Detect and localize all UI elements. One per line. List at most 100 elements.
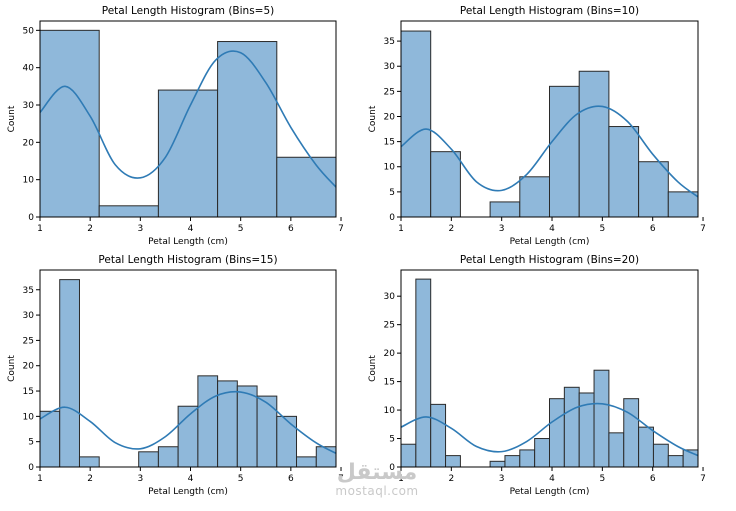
axes-frame <box>400 269 699 468</box>
watermark-latin: mostaql.com <box>335 484 419 498</box>
x-axis-label: Petal Length (cm) <box>148 487 228 497</box>
histogram-bar <box>578 70 610 218</box>
y-tick-label: 30 <box>23 101 35 111</box>
y-tick-label: 30 <box>384 292 396 302</box>
histogram-bar <box>59 279 80 468</box>
y-tick-label: 10 <box>384 406 396 416</box>
histogram-bar <box>39 410 61 468</box>
histogram-bar <box>519 449 536 468</box>
x-axis-label: Petal Length (cm) <box>510 237 590 247</box>
histogram-bar <box>98 205 159 218</box>
histogram-bar <box>489 460 506 468</box>
y-tick-label: 35 <box>23 286 34 296</box>
x-tick-label: 5 <box>238 224 244 234</box>
x-tick-label: 3 <box>499 474 505 484</box>
y-tick-label: 15 <box>384 138 395 148</box>
y-tick-label: 0 <box>28 463 34 473</box>
histogram-bar <box>197 375 219 468</box>
histogram-bar <box>563 386 580 468</box>
histogram-bar <box>608 432 625 468</box>
x-tick-label: 6 <box>288 224 294 234</box>
kde-curve <box>400 105 699 198</box>
histogram-bar <box>256 395 278 468</box>
histogram-bar <box>623 398 640 468</box>
x-tick-label: 7 <box>338 474 344 484</box>
histogram-bar <box>276 415 298 468</box>
x-tick-label: 6 <box>288 474 294 484</box>
x-tick-label: 4 <box>549 224 555 234</box>
x-tick-label: 1 <box>398 474 404 484</box>
histogram-bar <box>39 29 100 218</box>
x-tick-label: 3 <box>137 474 143 484</box>
x-tick-label: 1 <box>37 474 43 484</box>
y-tick-label: 20 <box>384 112 396 122</box>
x-tick-label: 2 <box>87 224 93 234</box>
y-tick-label: 10 <box>384 163 396 173</box>
y-tick-label: 35 <box>384 37 395 47</box>
x-tick-label: 3 <box>499 224 505 234</box>
x-tick-label: 1 <box>398 224 404 234</box>
y-tick-label: 0 <box>389 463 395 473</box>
histogram-bar <box>519 176 550 218</box>
histogram-bar <box>138 451 159 468</box>
x-tick-label: 3 <box>137 224 143 234</box>
y-tick-label: 50 <box>23 26 35 36</box>
x-tick-label: 5 <box>599 224 605 234</box>
histogram-bar <box>638 161 669 218</box>
axes-frame <box>400 20 699 218</box>
watermark: مستقل mostaql.com <box>322 460 432 499</box>
y-tick-label: 5 <box>389 188 395 198</box>
histogram-bar <box>400 30 432 218</box>
y-tick-label: 30 <box>384 62 396 72</box>
x-tick-label: 2 <box>87 474 93 484</box>
y-axis-label: Count <box>7 105 17 132</box>
x-tick-label: 7 <box>700 474 706 484</box>
histogram-bar <box>157 446 179 468</box>
y-tick-label: 25 <box>384 87 395 97</box>
histogram-bar <box>78 456 100 468</box>
histogram-bar <box>638 426 654 468</box>
y-axis-label: Count <box>7 355 17 382</box>
x-tick-label: 6 <box>650 224 656 234</box>
histogram-bar <box>276 156 337 218</box>
histogram-bar <box>504 455 521 468</box>
y-tick-label: 40 <box>23 64 35 74</box>
y-tick-label: 5 <box>28 438 34 448</box>
histogram-bar <box>217 41 278 218</box>
histogram-bar <box>667 191 699 218</box>
x-tick-label: 2 <box>448 224 454 234</box>
chart-title: Petal Length Histogram (Bins=15) <box>98 254 277 266</box>
histogram-bar <box>445 455 461 468</box>
y-tick-label: 0 <box>28 213 34 223</box>
x-tick-label: 6 <box>650 474 656 484</box>
x-tick-label: 5 <box>599 474 605 484</box>
y-tick-label: 20 <box>23 362 35 372</box>
x-tick-label: 4 <box>188 474 194 484</box>
y-tick-label: 25 <box>23 336 34 346</box>
y-tick-label: 10 <box>23 176 35 186</box>
x-tick-label: 4 <box>188 224 194 234</box>
kde-curve <box>39 50 337 188</box>
kde-curve <box>39 390 337 455</box>
y-tick-label: 5 <box>389 435 395 445</box>
histogram-bar <box>667 455 684 468</box>
y-tick-label: 30 <box>23 311 35 321</box>
y-tick-label: 15 <box>384 378 395 388</box>
histogram-bar <box>236 385 258 468</box>
y-tick-label: 10 <box>23 412 35 422</box>
y-tick-label: 25 <box>384 321 395 331</box>
histogram-bar <box>549 398 565 468</box>
x-tick-label: 4 <box>549 474 555 484</box>
histogram-bar <box>608 126 640 218</box>
axes-frame <box>39 269 337 468</box>
watermark-arabic: مستقل <box>336 460 418 485</box>
histogram-bar <box>296 456 317 468</box>
x-tick-label: 7 <box>700 224 706 234</box>
y-axis-label: Count <box>368 105 378 132</box>
kde-curve <box>400 402 699 457</box>
y-tick-label: 20 <box>384 349 396 359</box>
histogram-bar <box>430 403 447 468</box>
histogram-bar <box>430 151 461 218</box>
histogram-bar <box>534 438 551 468</box>
